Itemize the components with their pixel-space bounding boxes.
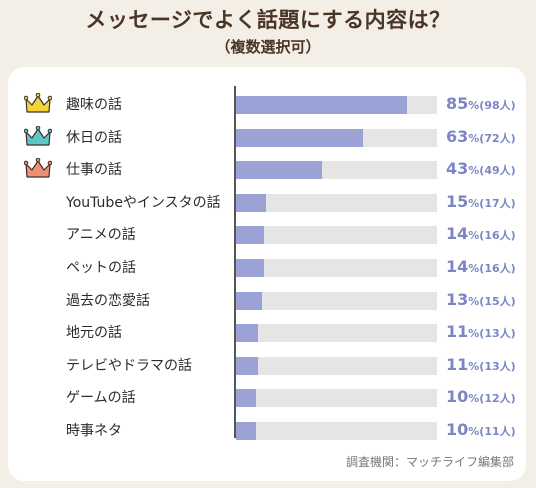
value-number: 85: [446, 94, 469, 113]
value-label: 85%(98人): [446, 95, 516, 115]
value-number: 11: [446, 354, 469, 374]
category-label: 地元の話: [66, 325, 122, 342]
chart-axis-line: [234, 86, 236, 438]
value-unit: %: [468, 392, 480, 406]
value-number: 15: [446, 191, 469, 211]
value-unit: %: [468, 327, 480, 341]
bar: [236, 324, 259, 343]
respondent-count: (98人): [479, 99, 516, 112]
value-number: 63: [446, 126, 469, 146]
bar-track: [236, 291, 437, 310]
crown-teal-icon: [23, 125, 53, 152]
bar: [236, 128, 363, 147]
value-label: 10%(12人): [446, 388, 516, 408]
bar: [236, 356, 259, 375]
category-label: 時事ネタ: [66, 423, 122, 439]
respondent-count: (12人): [479, 392, 516, 406]
source-credit: 調査機関：マッチライフ編集部: [345, 455, 514, 469]
bar: [236, 259, 265, 277]
respondent-count: (15人): [479, 294, 516, 308]
value-number: 10: [446, 387, 469, 407]
category-label: テレビやドラマの話: [66, 357, 192, 374]
value-label: 14%(16人): [446, 258, 516, 278]
respondent-count: (72人): [479, 131, 516, 145]
crown-gold-icon: [23, 92, 53, 119]
bar: [236, 96, 407, 114]
respondent-count: (16人): [479, 229, 516, 243]
value-unit: %: [468, 196, 480, 210]
value-number: 11: [446, 322, 469, 342]
value-unit: %: [468, 99, 480, 112]
page-title: メッセージでよく話題にする内容は？: [85, 8, 451, 32]
value-label: 14%(16人): [446, 225, 516, 245]
crown-coral-icon: [23, 157, 53, 184]
bar-track: [236, 324, 437, 343]
bar: [236, 422, 257, 440]
bar-track: [236, 356, 437, 375]
value-label: 11%(13人): [446, 354, 516, 376]
value-unit: %: [468, 262, 480, 275]
category-label: 仕事の話: [66, 162, 122, 179]
category-label: 過去の恋愛話: [66, 292, 150, 309]
bar: [236, 389, 257, 408]
bar-track: [236, 422, 437, 440]
respondent-count: (11人): [479, 425, 516, 438]
bar-track: [236, 389, 437, 408]
value-number: 13: [446, 289, 469, 309]
respondent-count: (16人): [479, 262, 516, 275]
page-subtitle: （複数選択可）: [215, 38, 321, 56]
value-number: 14: [446, 257, 469, 276]
value-label: 11%(13人): [446, 323, 516, 343]
value-label: 43%(49人): [446, 160, 516, 180]
bar: [236, 161, 323, 180]
bar-track: [236, 259, 437, 277]
bar: [236, 291, 263, 310]
bar-track: [236, 226, 437, 245]
value-label: 13%(15人): [446, 289, 516, 311]
value-number: 14: [446, 224, 469, 244]
value-label: 15%(17人): [446, 191, 516, 213]
value-unit: %: [468, 425, 480, 438]
value-unit: %: [468, 164, 480, 178]
category-label: YouTubeやインスタの話: [66, 194, 221, 211]
value-label: 10%(11人): [446, 421, 516, 441]
bar: [236, 226, 265, 245]
bar: [236, 193, 267, 212]
bar-track: [236, 193, 437, 212]
value-unit: %: [468, 229, 480, 243]
value-number: 43: [446, 159, 469, 179]
respondent-count: (17人): [479, 196, 516, 210]
value-unit: %: [468, 359, 480, 373]
category-label: 趣味の話: [66, 97, 122, 113]
category-label: ゲームの話: [66, 390, 136, 407]
respondent-count: (13人): [479, 327, 516, 341]
value-unit: %: [468, 294, 480, 308]
category-label: ペットの話: [66, 260, 136, 276]
value-unit: %: [468, 131, 480, 145]
respondent-count: (13人): [479, 359, 516, 373]
category-label: 休日の話: [66, 129, 122, 146]
category-label: アニメの話: [66, 227, 136, 244]
respondent-count: (49人): [479, 164, 516, 178]
value-label: 63%(72人): [446, 126, 516, 148]
value-number: 10: [446, 420, 469, 439]
